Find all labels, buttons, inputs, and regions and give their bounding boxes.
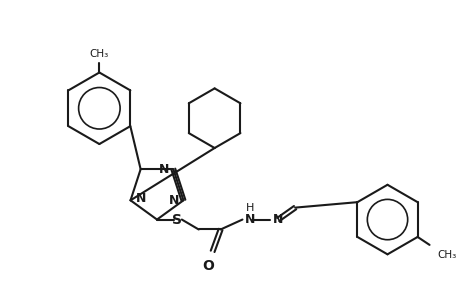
- Text: N: N: [169, 194, 179, 207]
- Text: H: H: [246, 202, 254, 213]
- Text: N: N: [244, 213, 254, 226]
- Text: N: N: [273, 213, 283, 226]
- Text: N: N: [135, 192, 146, 205]
- Text: N: N: [159, 163, 169, 176]
- Text: CH₃: CH₃: [90, 49, 109, 58]
- Text: CH₃: CH₃: [437, 250, 456, 260]
- Text: O: O: [202, 259, 214, 273]
- Text: S: S: [172, 213, 181, 226]
